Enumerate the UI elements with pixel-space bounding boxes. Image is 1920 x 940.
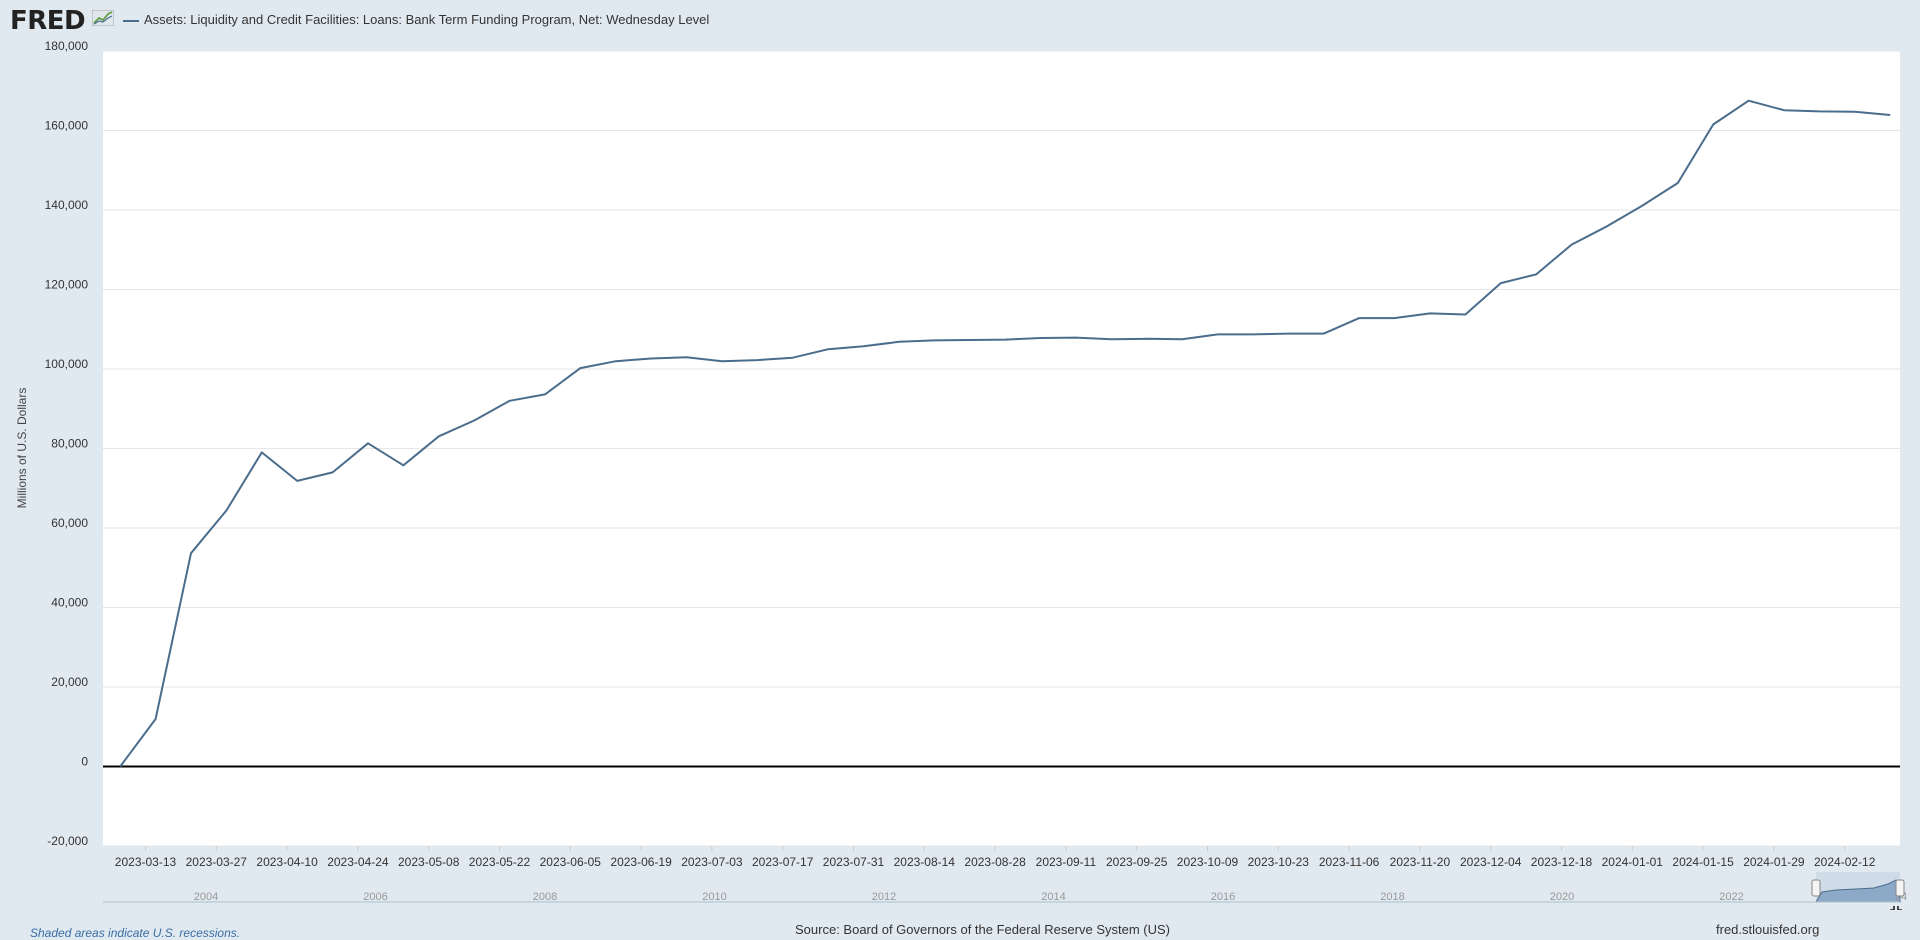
y-tick-label: 20,000 [51,675,88,689]
navigator-track [103,872,1900,902]
x-tick-label: 2024-02-12 [1814,855,1876,869]
x-tick-label: 2023-05-08 [398,855,460,869]
navigator-year-label: 2020 [1550,891,1574,903]
x-tick-label: 2023-09-11 [1036,855,1097,869]
x-tick-label: 2023-05-22 [469,855,531,869]
y-tick-label: 40,000 [51,596,88,610]
x-tick-label: 2023-06-19 [610,855,672,869]
x-tick-label: 2023-08-14 [894,855,956,869]
x-tick-label: 2024-01-29 [1743,855,1805,869]
y-tick-label: 140,000 [45,198,89,212]
x-tick-label: 2023-10-09 [1177,855,1239,869]
x-tick-label: 2024-01-01 [1602,855,1664,869]
x-tick-label: 2023-09-25 [1106,855,1168,869]
x-tick-label: 2023-12-18 [1531,855,1593,869]
legend-line-swatch [123,20,139,22]
navigator-left-handle[interactable] [1811,879,1821,897]
navigator-year-labels: 2004 2006 2008 2010 2012 2014 2016 2018 2020 2022… [194,891,1907,903]
x-tick-label: 2023-07-03 [681,855,743,869]
navigator-right-handle[interactable] [1895,879,1905,897]
y-tick-label: 0 [81,755,88,769]
x-tick-label: 2023-08-28 [964,855,1026,869]
navigator-year-label: 2006 [363,891,387,903]
x-tick-label: 2023-03-13 [115,855,177,869]
x-tick-label: 2023-07-31 [823,855,885,869]
navigator-year-label: 2004 [194,891,218,903]
chart-header: FRED Assets: Liquidity and Credit Facili… [0,0,1920,40]
x-tick-label: 2023-04-24 [327,855,389,869]
navigator-year-label: 2022 [1719,891,1743,903]
chart-svg: -20,000 0 20,000 40,000 60,000 80,000 100,000 1… [15,39,1907,910]
source-note: Source: Board of Governors of the Federa… [795,922,1170,937]
x-tick-label: 2023-11-06 [1319,855,1380,869]
fred-logo[interactable]: FRED [10,6,86,36]
site-link[interactable]: fred.stlouisfed.org [1716,922,1820,937]
x-tick-label: 2023-11-20 [1390,855,1451,869]
y-tick-labels: -20,000 0 20,000 40,000 60,000 80,000 100,000 1… [45,39,89,848]
y-tick-label: 60,000 [51,516,88,530]
y-tick-label: 80,000 [51,437,88,451]
x-tick-label: 2023-03-27 [186,855,248,869]
y-tick-label: 120,000 [45,278,89,292]
y-axis-label: Millions of U.S. Dollars [15,388,29,509]
y-tick-label: 100,000 [45,357,89,371]
x-tick-label: 2023-12-04 [1460,855,1522,869]
navigator-year-label: 2016 [1211,891,1235,903]
time-navigator[interactable]: 2004 2006 2008 2010 2012 2014 2016 2018 2020 2022… [103,872,1907,910]
recession-note: Shaded areas indicate U.S. recessions. [30,926,241,940]
navigator-year-label: 2008 [533,891,557,903]
logo-graph-icon [92,10,114,26]
navigator-year-label: 2018 [1380,891,1404,903]
legend-label[interactable]: Assets: Liquidity and Credit Facilities:… [144,12,710,27]
x-tick-label: 2024-01-15 [1672,855,1734,869]
x-tick-labels: 2023-03-13 2023-03-27 2023-04-10 2023-04-24… [115,846,1876,869]
y-tick-label: 180,000 [45,39,89,53]
y-tick-label: 160,000 [45,119,89,133]
y-tick-label: -20,000 [47,834,88,848]
series-line[interactable] [119,99,1891,768]
x-tick-label: 2023-10-23 [1248,855,1310,869]
x-tick-label: 2023-04-10 [256,855,318,869]
x-tick-label: 2023-06-05 [540,855,602,869]
navigator-year-label: 2012 [872,891,896,903]
navigator-year-label: 2010 [702,891,726,903]
navigator-year-label: 2014 [1041,891,1065,903]
fullscreen-toggle-icon[interactable] [1890,906,1902,910]
x-tick-label: 2023-07-17 [752,855,814,869]
